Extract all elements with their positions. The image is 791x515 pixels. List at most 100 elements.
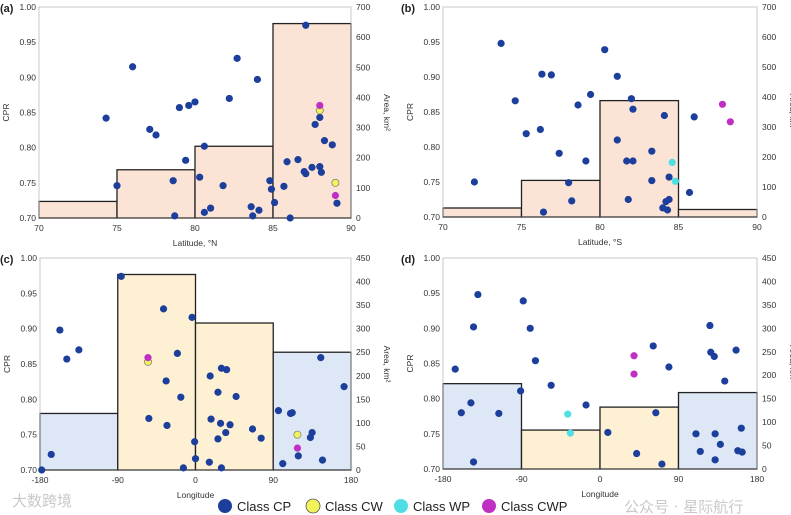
chart-panel-1: 0.70 0.75 0.80 0.85 0.90 0.95 1.00 0 100 200 300 40… [0,2,392,248]
x-tick-label: 80 [190,223,200,233]
y2-tick-label: 300 [762,122,776,132]
chart-panel-4: 0.70 0.75 0.80 0.85 0.90 0.95 1.00 0 50 100 150 200… [401,253,791,499]
data-point-cp [188,313,196,321]
data-point-cp [266,177,274,185]
data-point-cp [469,458,478,466]
area-bar [520,429,601,470]
data-point-cp [711,456,719,464]
y-tick-label: 0.75 [423,177,440,187]
data-point-cp [685,188,694,197]
x-tick-label: 180 [344,475,358,485]
data-point-cp [226,421,234,429]
panel-label: (b) [401,3,415,15]
data-point-cp [206,372,214,380]
data-point-cp [173,349,181,357]
data-point-cp [470,178,478,186]
area-bar [599,406,680,470]
y-tick-label: 0.75 [19,178,36,188]
data-point-cwp [144,354,152,362]
y2-tick-label: 250 [762,347,776,357]
data-point-cp [710,352,718,361]
data-point-cp [737,424,745,432]
y-tick-label: 0.70 [19,213,36,223]
y-tick-label: 0.95 [423,37,440,47]
data-point-cp [665,195,673,204]
y2-tick-label: 700 [762,2,776,12]
x-tick-label: -180 [434,474,451,484]
data-point-cp [469,323,478,331]
data-point-cp [270,198,279,207]
data-point-cp [102,114,110,122]
data-point-cp [279,460,287,468]
y2-tick-label: 400 [762,92,776,102]
data-point-cp [660,111,668,120]
data-point-cp [191,438,199,446]
legend-item-cw: Class CW [305,498,384,514]
x-axis-label: Longitude [177,490,215,500]
area-bar [39,412,119,471]
legend-label: Class CW [325,499,384,514]
y2-tick-label: 350 [762,300,776,310]
y-tick-label: 0.95 [19,37,36,47]
data-point-cp [333,199,341,207]
y-tick-label: 0.80 [20,394,37,404]
data-point-cp [152,131,160,139]
x-tick-label: 0 [598,474,603,484]
y-tick-label: 0.70 [423,464,440,474]
y-tick-label: 0.90 [19,72,36,82]
legend-marker-cwp [482,499,496,513]
data-point-cp [732,346,740,354]
data-point-cp [216,419,225,427]
area-bar [520,179,601,218]
watermark-left: 大数跨境 [12,492,72,510]
data-point-cp [146,125,154,133]
x-tick-label: -90 [515,474,528,484]
y2-tick-label: 0 [762,212,767,222]
chart-panel-3: 0.70 0.75 0.80 0.85 0.90 0.95 1.00 0 50 100 150 200… [0,253,392,500]
y2-tick-label: 300 [356,324,370,334]
y-tick-label: 1.00 [423,2,440,12]
data-point-cp [690,113,698,121]
y2-tick-label: 250 [356,347,370,357]
data-point-cp [63,355,71,363]
data-point-cwp [331,191,339,200]
data-point-cp [613,136,621,144]
data-point-cp [179,464,188,472]
area-bar [599,99,680,218]
data-point-cp [665,173,673,181]
area-bar [442,207,523,218]
data-point-cp [294,452,302,460]
y2-axis-label: Area, km² [382,94,392,131]
area-bar [38,200,118,219]
data-point-cp [604,428,612,437]
data-point-cp [175,103,183,112]
data-point-cp [207,204,215,212]
data-point-cp [222,428,230,437]
y2-tick-label: 100 [356,183,370,193]
data-point-cp [113,182,121,190]
y-axis-label: CPR [2,355,12,373]
data-point-cp [511,97,519,105]
x-tick-label: 70 [438,222,448,232]
y-tick-label: 0.75 [423,429,440,439]
data-point-cp [316,113,324,122]
y2-tick-label: 50 [356,441,366,451]
data-point-cp [225,94,233,103]
data-point-cwp [726,118,734,126]
data-point-cp [214,435,222,443]
data-point-cp [696,447,704,456]
data-point-cp [601,46,609,54]
area-bar [677,391,758,470]
data-point-cp [565,179,573,187]
data-point-cp [328,141,336,149]
y-tick-label: 0.85 [19,108,36,118]
data-point-cp [316,163,324,171]
area-bar [117,273,197,471]
data-point-cp [253,75,261,84]
x-tick-label: 75 [517,222,527,232]
data-point-cp [648,177,656,185]
data-point-cp [214,388,222,396]
data-point-cp [663,206,672,214]
data-point-cp [129,63,137,71]
x-tick-label: 85 [674,222,684,232]
